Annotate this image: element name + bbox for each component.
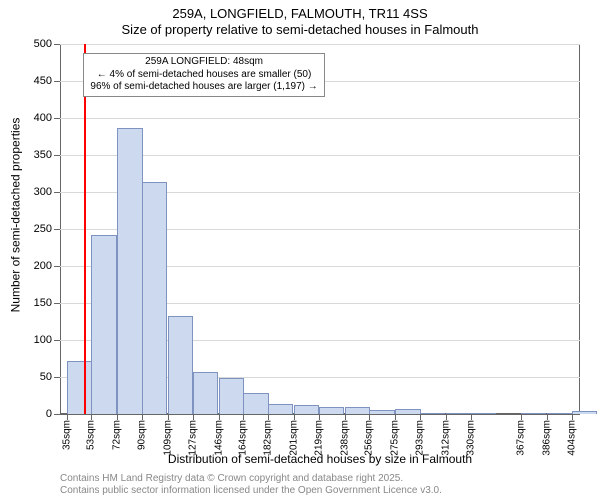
x-tick-label: 256sqm	[364, 420, 375, 456]
x-axis-label: Distribution of semi-detached houses by …	[60, 452, 580, 466]
histogram-bar	[420, 413, 445, 414]
y-axis-label: Number of semi-detached properties	[8, 0, 22, 430]
histogram-bar	[117, 128, 142, 414]
y-tick	[54, 377, 60, 378]
histogram-bar	[572, 411, 597, 414]
x-tick-label: 201sqm	[289, 420, 300, 456]
chart-title-line1: 259A, LONGFIELD, FALMOUTH, TR11 4SS	[0, 6, 600, 21]
y-tick-label: 200	[34, 260, 52, 272]
footer-attribution-2: Contains public sector information licen…	[60, 485, 442, 496]
histogram-bar	[369, 410, 394, 414]
histogram-bar	[446, 413, 471, 414]
x-tick-label: 330sqm	[465, 420, 476, 456]
histogram-bar	[395, 409, 420, 414]
y-tick	[54, 118, 60, 119]
y-tick	[54, 303, 60, 304]
histogram-bar	[91, 235, 116, 414]
plot-area: 05010015020025030035040045050035sqm53sqm…	[60, 44, 580, 414]
annotation-box: 259A LONGFIELD: 48sqm← 4% of semi-detach…	[83, 53, 324, 97]
x-tick-label: 404sqm	[566, 420, 577, 456]
gridline-h	[60, 44, 580, 45]
y-tick-label: 450	[34, 75, 52, 87]
histogram-bar	[294, 405, 319, 414]
y-tick-label: 250	[34, 223, 52, 235]
histogram-bar	[67, 361, 92, 414]
x-tick-label: 293sqm	[414, 420, 425, 456]
histogram-bar	[142, 182, 167, 414]
x-tick-label: 127sqm	[187, 420, 198, 456]
x-tick-label: 275sqm	[390, 420, 401, 456]
annotation-line3: 96% of semi-detached houses are larger (…	[90, 81, 317, 94]
y-tick-label: 50	[40, 371, 52, 383]
y-axis-label-text: Number of semi-detached properties	[8, 118, 22, 313]
y-tick-label: 300	[34, 186, 52, 198]
x-tick-label: 164sqm	[238, 420, 249, 456]
y-tick	[54, 155, 60, 156]
histogram-bar	[547, 413, 572, 414]
histogram-bar	[319, 407, 344, 414]
x-tick-label: 367sqm	[516, 420, 527, 456]
y-tick	[54, 81, 60, 82]
y-tick	[54, 229, 60, 230]
y-tick-label: 0	[46, 408, 52, 420]
histogram-bar	[193, 372, 218, 414]
chart-title-line2: Size of property relative to semi-detach…	[0, 22, 600, 37]
annotation-line2: ← 4% of semi-detached houses are smaller…	[90, 69, 317, 82]
x-tick-label: 72sqm	[112, 420, 123, 450]
x-tick-label: 386sqm	[542, 420, 553, 456]
x-tick-label: 109sqm	[163, 420, 174, 456]
y-tick	[54, 44, 60, 45]
histogram-bar	[521, 413, 546, 414]
histogram-bar	[268, 404, 293, 414]
y-tick-label: 350	[34, 149, 52, 161]
histogram-bar	[219, 378, 244, 414]
gridline-h	[60, 414, 580, 415]
y-tick	[54, 192, 60, 193]
x-tick-label: 238sqm	[339, 420, 350, 456]
x-tick-label: 146sqm	[213, 420, 224, 456]
y-tick-label: 500	[34, 38, 52, 50]
histogram-bar	[243, 393, 268, 414]
x-tick-label: 53sqm	[86, 420, 97, 450]
y-tick	[54, 340, 60, 341]
histogram-bar	[471, 413, 496, 414]
property-marker-line	[84, 44, 86, 414]
y-tick	[54, 414, 60, 415]
x-tick-label: 312sqm	[440, 420, 451, 456]
y-tick-label: 100	[34, 334, 52, 346]
y-tick-label: 150	[34, 297, 52, 309]
y-tick	[54, 266, 60, 267]
chart-container: 259A, LONGFIELD, FALMOUTH, TR11 4SS Size…	[0, 0, 600, 500]
annotation-line1: 259A LONGFIELD: 48sqm	[90, 56, 317, 69]
y-tick-label: 400	[34, 112, 52, 124]
x-tick-label: 90sqm	[137, 420, 148, 450]
histogram-bar	[345, 407, 370, 414]
footer-attribution-1: Contains HM Land Registry data © Crown c…	[60, 473, 403, 484]
histogram-bar	[168, 316, 193, 414]
x-tick-label: 182sqm	[263, 420, 274, 456]
x-tick-label: 35sqm	[61, 420, 72, 450]
x-tick-label: 219sqm	[313, 420, 324, 456]
gridline-h	[60, 118, 580, 119]
